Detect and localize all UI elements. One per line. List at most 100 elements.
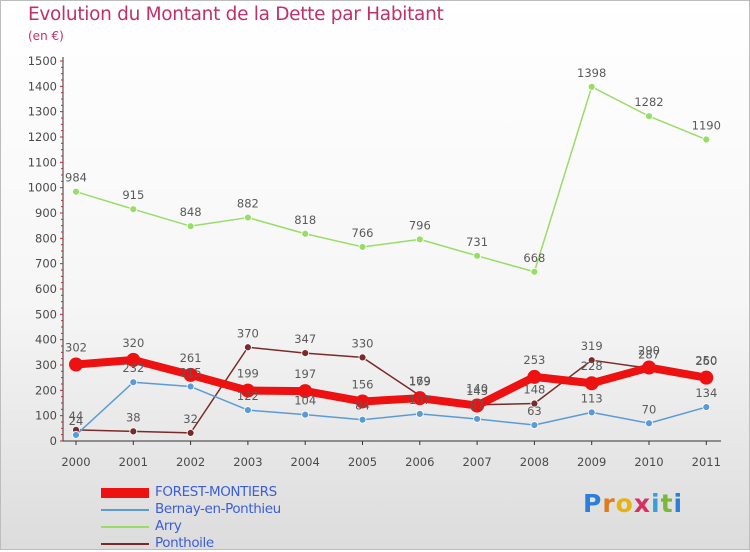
series-layer [69, 82, 714, 439]
data-point-arry [72, 187, 80, 196]
logo-letter: P [583, 489, 603, 518]
data-label-bernay-en-ponthieu: 215 [180, 366, 202, 380]
y-tick-label: 0 [50, 434, 57, 448]
data-label-arry: 1282 [634, 95, 663, 109]
data-point-forest-montiers [642, 360, 656, 375]
data-point-ponthoile [301, 349, 310, 357]
data-label-ponthoile: 347 [294, 332, 316, 346]
data-point-bernay-en-ponthieu [129, 378, 138, 387]
y-tick-label: 100 [35, 409, 57, 423]
data-point-bernay-en-ponthieu [415, 409, 424, 418]
series-line-bernay-en-ponthieu [75, 381, 708, 436]
data-point-bernay-en-ponthieu [72, 431, 80, 439]
data-label-ponthoile: 148 [523, 383, 545, 397]
y-tick-label: 1200 [28, 130, 57, 144]
data-point-arry [473, 251, 482, 260]
chart-title: Evolution du Montant de la Dette par Hab… [28, 4, 444, 25]
y-tick-label: 200 [35, 383, 57, 397]
data-point-ponthoile [186, 428, 195, 437]
data-point-bernay-en-ponthieu [587, 408, 596, 417]
y-tick-label: 1500 [28, 54, 57, 68]
y-tick-label: 700 [35, 257, 57, 271]
legend-swatch [101, 543, 149, 545]
legend-label: Ponthoile [155, 535, 214, 551]
y-tick-label: 600 [35, 282, 57, 296]
data-label-bernay-en-ponthieu: 70 [642, 402, 657, 416]
series-line-ponthoile [75, 346, 708, 434]
x-tick-label: 2005 [348, 455, 377, 469]
data-point-forest-montiers [699, 370, 714, 385]
data-point-forest-montiers [527, 369, 542, 384]
data-point-bernay-en-ponthieu [473, 415, 482, 423]
data-label-arry: 766 [352, 226, 374, 240]
chart-subtitle: (en €) [28, 29, 64, 43]
data-point-forest-montiers [126, 352, 141, 367]
x-tick-label: 2008 [520, 455, 549, 469]
x-tick-label: 2001 [119, 455, 148, 469]
logo-letter: i [673, 489, 684, 518]
y-tick-label: 900 [35, 206, 57, 220]
data-label-forest-montiers: 261 [180, 351, 202, 365]
data-label-ponthoile: 44 [69, 409, 84, 423]
data-label-forest-montiers: 169 [409, 374, 431, 388]
data-point-arry [645, 112, 653, 121]
data-label-bernay-en-ponthieu: 107 [409, 393, 431, 407]
data-label-forest-montiers: 197 [294, 367, 316, 381]
data-label-ponthoile: 260 [695, 354, 717, 368]
legend-swatch [101, 488, 149, 498]
data-label-bernay-en-ponthieu: 232 [122, 361, 144, 375]
data-label-ponthoile: 143 [466, 384, 488, 398]
data-label-arry: 1190 [692, 119, 721, 133]
legend-swatch [101, 526, 149, 528]
data-point-forest-montiers [183, 367, 198, 382]
data-label-bernay-en-ponthieu: 122 [237, 389, 259, 403]
data-point-arry [702, 135, 711, 144]
data-label-bernay-en-ponthieu: 87 [470, 398, 485, 412]
y-tick-label: 1000 [28, 181, 57, 195]
legend-label: FOREST-MONTIERS [155, 484, 277, 500]
data-point-arry [301, 229, 310, 238]
y-tick-label: 300 [35, 358, 57, 372]
data-point-bernay-en-ponthieu [358, 415, 367, 424]
x-tick-label: 2003 [233, 455, 262, 469]
data-label-ponthoile: 287 [638, 347, 660, 361]
data-point-ponthoile [243, 343, 252, 352]
legend-label: Arry [155, 518, 182, 534]
data-point-ponthoile [358, 353, 367, 362]
data-point-forest-montiers [240, 383, 255, 398]
y-tick-label: 400 [35, 333, 57, 347]
data-label-bernay-en-ponthieu: 113 [581, 391, 603, 405]
data-point-bernay-en-ponthieu [243, 406, 252, 414]
y-tick-label: 1300 [28, 105, 57, 119]
data-label-bernay-en-ponthieu: 84 [355, 399, 370, 413]
data-label-forest-montiers: 320 [122, 336, 144, 350]
data-label-bernay-en-ponthieu: 104 [294, 394, 316, 408]
data-point-arry [358, 243, 367, 251]
y-axis-ticks: 0 100 200 300 400 500 600 700 800 900 1000 1100 1200… [28, 54, 63, 448]
data-label-bernay-en-ponthieu: 63 [527, 404, 542, 418]
data-label-ponthoile: 370 [237, 326, 259, 340]
data-point-forest-montiers [298, 384, 313, 399]
data-label-forest-montiers: 156 [352, 377, 374, 391]
data-label-ponthoile: 38 [126, 410, 141, 424]
y-tick-label: 500 [35, 307, 57, 321]
data-label-arry: 1398 [577, 66, 606, 80]
data-point-arry [415, 235, 424, 244]
data-label-forest-montiers: 228 [581, 359, 603, 373]
proxiti-logo: Proxiti [583, 489, 683, 518]
x-tick-label: 2009 [577, 455, 606, 469]
data-label-arry: 915 [122, 188, 144, 202]
data-label-forest-montiers: 199 [237, 367, 259, 381]
data-label-arry: 882 [237, 197, 259, 211]
series-line-arry [75, 86, 708, 273]
data-point-ponthoile [129, 427, 138, 436]
data-label-ponthoile: 319 [581, 339, 603, 353]
data-label-bernay-en-ponthieu: 24 [69, 414, 84, 428]
data-point-bernay-en-ponthieu [301, 410, 310, 419]
data-label-arry: 848 [180, 205, 202, 219]
data-labels-layer: 984 915 848 882 818 766 796 731 668 1398 1282 1190 4… [65, 66, 721, 428]
x-tick-label: 2000 [61, 455, 90, 469]
data-label-arry: 984 [65, 171, 87, 185]
